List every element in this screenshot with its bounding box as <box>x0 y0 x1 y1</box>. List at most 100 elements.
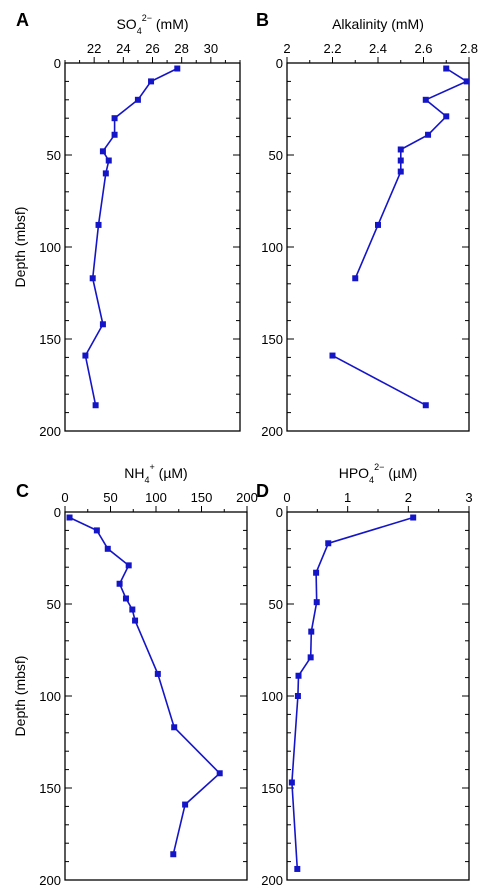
data-point <box>132 617 139 624</box>
data-point <box>288 779 295 786</box>
series-line <box>291 516 414 870</box>
y-tick-label: 50 <box>47 597 61 612</box>
data-point <box>134 96 141 103</box>
data-point <box>397 157 404 164</box>
data-point <box>93 527 100 534</box>
plot-frame <box>64 62 241 432</box>
y-tick-label: 100 <box>39 240 61 255</box>
x-axis-title-superscript: 2− <box>374 462 384 472</box>
series-line <box>332 354 427 406</box>
data-point <box>422 402 429 409</box>
y-tick-label: 150 <box>261 781 283 796</box>
data-point <box>325 540 332 547</box>
data-point <box>443 65 450 72</box>
x-axis-title-main: HPO <box>339 465 369 481</box>
data-point <box>174 65 181 72</box>
y-tick-label: 200 <box>261 873 283 888</box>
y-tick-label: 50 <box>47 148 61 163</box>
data-point <box>294 693 301 699</box>
data-point <box>352 275 359 282</box>
data-point <box>95 221 102 228</box>
y-tick-label: 150 <box>261 332 283 347</box>
data-point <box>125 562 132 569</box>
panel-a: A 22 24 26 28 30 0 50 100 150 200 SO42− (mM) Depth (… <box>12 10 241 439</box>
x-axis-title-subscript: 4 <box>137 26 142 36</box>
data-point <box>397 168 404 175</box>
x-tick-label: 30 <box>204 41 218 56</box>
data-point <box>313 599 320 606</box>
data-point <box>308 628 315 635</box>
panel-label: A <box>16 10 29 30</box>
panel-b: B2 2.2 2.4 2.6 2.8 0 50 100 150 200 Alkalinity (mM… <box>256 10 478 439</box>
data-point <box>99 321 106 328</box>
data-point <box>148 78 155 85</box>
y-tick-label: 100 <box>261 240 283 255</box>
panel-label: D <box>256 481 269 501</box>
x-axis-title-unit: (mM) <box>387 16 424 32</box>
x-tick-label: 26 <box>145 41 159 56</box>
x-axis-title-main: SO <box>116 16 136 32</box>
y-tick-label: 200 <box>39 424 61 439</box>
data-point <box>410 514 417 521</box>
data-point <box>216 770 223 777</box>
data-point <box>329 352 336 359</box>
x-axis-title-superscript: 2− <box>142 13 152 23</box>
x-tick-label: 2.2 <box>323 41 341 56</box>
x-tick-label: 28 <box>174 41 188 56</box>
x-axis-title: HPO42− (µM) <box>339 462 418 485</box>
x-tick-label: 2.6 <box>414 41 432 56</box>
data-point <box>182 801 189 808</box>
x-axis-title-main: Alkalinity <box>332 16 387 32</box>
data-point <box>154 670 161 677</box>
y-tick-label: 0 <box>54 56 61 71</box>
data-point <box>99 148 106 155</box>
x-axis-title: SO42− (mM) <box>116 13 188 36</box>
y-tick-label: 0 <box>276 505 283 520</box>
y-tick-label: 200 <box>39 873 61 888</box>
x-axis-title-subscript: 4 <box>145 475 150 485</box>
plot-frame <box>286 62 470 432</box>
data-point <box>375 221 381 228</box>
data-point <box>463 78 470 85</box>
data-point <box>129 606 136 613</box>
data-point <box>89 275 96 282</box>
x-axis-title-unit: (µM) <box>155 465 188 481</box>
x-tick-label: 2 <box>283 41 290 56</box>
data-point <box>92 402 99 409</box>
x-axis-title-main: NH <box>124 465 144 481</box>
panel-d: D 0 1 2 3 0 50 100 150 200 HPO42− (µM) <box>256 462 473 888</box>
data-point <box>102 170 109 177</box>
data-point <box>171 724 178 731</box>
data-point <box>104 545 111 552</box>
x-axis-title-unit: (mM) <box>152 16 189 32</box>
series-line <box>69 516 221 855</box>
data-point <box>105 157 112 164</box>
plot-frame <box>286 511 470 881</box>
x-tick-label: 2 <box>405 490 412 505</box>
x-tick-label: 24 <box>116 41 130 56</box>
data-point <box>170 851 177 858</box>
x-axis-title: NH4+ (µM) <box>124 462 187 485</box>
x-tick-label: 50 <box>103 490 117 505</box>
y-tick-label: 50 <box>269 597 283 612</box>
data-point <box>313 569 320 576</box>
y-tick-label: 100 <box>39 689 61 704</box>
x-axis-title-superscript: + <box>150 462 155 472</box>
x-tick-label: 200 <box>236 490 258 505</box>
y-tick-label: 150 <box>39 332 61 347</box>
panel-label: B <box>256 10 269 30</box>
data-point <box>443 113 450 120</box>
data-point <box>111 115 118 122</box>
x-tick-label: 2.8 <box>460 41 478 56</box>
series-line <box>354 67 469 279</box>
x-tick-label: 0 <box>283 490 290 505</box>
data-point <box>307 654 314 661</box>
x-tick-label: 3 <box>465 490 472 505</box>
data-point <box>111 131 118 138</box>
x-axis-title: Alkalinity (mM) <box>332 16 424 32</box>
y-axis-label: Depth (mbsf) <box>12 207 28 288</box>
x-axis-title-unit: (µM) <box>384 465 417 481</box>
data-point <box>116 580 123 587</box>
data-point <box>122 595 129 602</box>
